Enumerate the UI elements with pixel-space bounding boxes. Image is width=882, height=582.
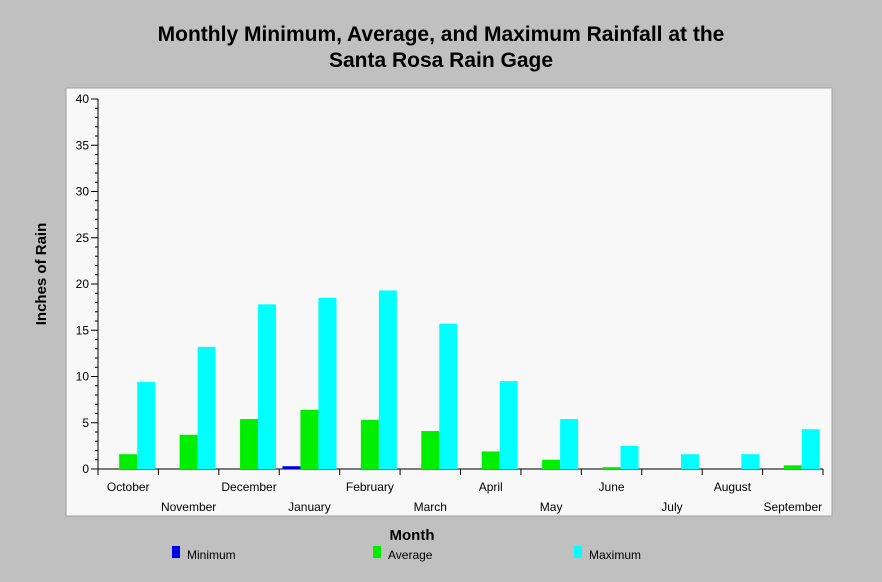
legend-swatch-minimum	[172, 546, 180, 558]
x-tick-label: February	[346, 480, 394, 494]
x-tick-label: April	[479, 480, 503, 494]
chart-title-line-2: Santa Rosa Rain Gage	[328, 49, 554, 72]
legend-swatch-average	[373, 546, 381, 558]
bar-maximum	[741, 454, 760, 469]
bar-maximum	[258, 304, 277, 469]
bar-maximum	[499, 381, 518, 469]
y-axis: 0 5 10 15 20 25 30 35 40	[76, 92, 99, 476]
bar-maximum	[801, 429, 820, 469]
chart-title: Monthly Minimum, Average, and Maximum Ra…	[0, 22, 882, 74]
legend: Minimum Average Maximum	[172, 546, 641, 562]
bars	[119, 290, 820, 469]
legend-label-minimum: Minimum	[187, 548, 236, 562]
bar-maximum	[137, 382, 156, 469]
x-tick-label: November	[161, 500, 216, 514]
x-axis-label: Month	[390, 527, 435, 544]
y-tick-label: 30	[76, 185, 90, 199]
y-tick-label: 10	[76, 370, 90, 384]
bar-average	[179, 434, 198, 469]
bar-average	[481, 451, 500, 469]
y-tick-label: 25	[76, 231, 90, 245]
y-tick-label: 5	[82, 416, 89, 430]
x-tick-label: September	[763, 500, 822, 514]
x-axis: October November December January February Ma…	[97, 468, 824, 514]
bar-maximum	[680, 454, 699, 469]
bar-maximum	[560, 419, 579, 469]
bar-average	[240, 419, 259, 469]
bar-average	[602, 467, 621, 469]
x-tick-label: December	[221, 480, 276, 494]
bar-average	[300, 409, 319, 469]
bar-average	[783, 465, 802, 469]
bar-minimum	[282, 466, 301, 469]
legend-swatch-maximum	[574, 546, 582, 558]
x-tick-label: August	[714, 480, 752, 494]
x-tick-label: October	[107, 480, 150, 494]
bar-average	[360, 419, 379, 469]
bar-maximum	[378, 290, 397, 469]
y-tick-label: 0	[82, 462, 89, 476]
y-tick-label: 20	[76, 277, 90, 291]
bar-maximum	[197, 346, 216, 469]
y-tick-label: 40	[76, 92, 90, 106]
x-tick-label: May	[540, 500, 563, 514]
x-tick-label: March	[414, 500, 447, 514]
x-tick-label: January	[288, 500, 331, 514]
bar-average	[421, 431, 440, 469]
bar-average	[119, 454, 138, 469]
y-tick-label: 35	[76, 138, 90, 152]
y-tick-label: 15	[76, 323, 90, 337]
x-tick-label: June	[599, 480, 625, 494]
bar-maximum	[620, 445, 639, 469]
bar-maximum	[318, 297, 337, 469]
legend-label-maximum: Maximum	[589, 548, 641, 562]
chart-title-line-1: Monthly Minimum, Average, and Maximum Ra…	[157, 23, 725, 46]
x-tick-label: July	[661, 500, 682, 514]
bar-average	[542, 459, 561, 469]
bar-maximum	[439, 323, 458, 469]
legend-label-average: Average	[388, 548, 433, 562]
y-axis-label: Inches of Rain	[33, 223, 50, 326]
